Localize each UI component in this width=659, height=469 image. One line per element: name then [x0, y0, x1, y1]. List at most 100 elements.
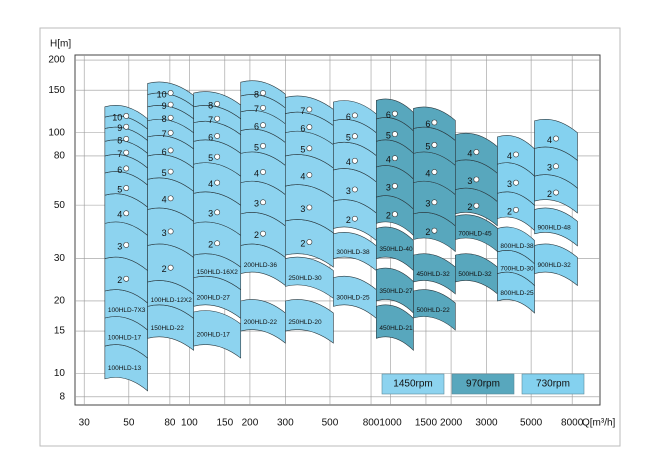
stage-label: 8 [254, 89, 259, 99]
stage-marker [214, 240, 221, 247]
legend-label: 970rpm [466, 379, 500, 390]
model-label: 100HLD-7X3 [108, 307, 146, 314]
stage-marker [351, 157, 358, 164]
model-label: 300HLD-25 [336, 295, 370, 302]
stage-label: 7 [162, 129, 167, 139]
model-label: 300HLD-38 [336, 249, 370, 256]
stage-label: 8 [208, 100, 213, 110]
stage-label: 2 [162, 264, 167, 274]
stage-label: 2 [254, 230, 259, 240]
stage-marker [513, 179, 519, 186]
stage-label: 4 [507, 151, 512, 161]
stage-label: 4 [300, 171, 305, 181]
stage-marker [167, 90, 174, 96]
stage-marker [391, 211, 398, 218]
tile [285, 299, 334, 344]
stage-marker [351, 133, 358, 140]
stage-marker [123, 149, 130, 156]
stage-marker [214, 153, 221, 160]
x-axis-label: Q[m³/h] [582, 418, 616, 429]
model-label: 100HLD-12X2 [151, 297, 193, 304]
stage-label: 6 [346, 112, 351, 122]
stage-marker [167, 264, 174, 271]
stage-marker [553, 163, 559, 170]
stage-label: 5 [162, 168, 167, 178]
stage-label: 3 [386, 182, 391, 192]
stage-label: 5 [425, 141, 430, 151]
model-label: 500HLD-22 [416, 307, 450, 314]
stage-label: 2 [467, 202, 472, 212]
model-label: 200HLD-22 [244, 319, 278, 326]
tile [193, 310, 242, 359]
model-label: 900HLD-48 [538, 224, 572, 231]
stage-marker [123, 136, 130, 142]
tile [240, 299, 286, 344]
stage-marker [431, 169, 438, 175]
tile [534, 243, 578, 287]
model-label: 800HLD-38 [500, 243, 534, 250]
stage-label: 6 [254, 122, 259, 132]
model-label: 350HLD-27 [379, 288, 413, 295]
x-tick-label: 50 [123, 418, 135, 429]
stage-marker [306, 145, 313, 152]
x-tick-label: 8000 [561, 418, 584, 429]
stage-label: 7 [254, 104, 259, 114]
stage-marker [431, 142, 438, 148]
y-tick-label: 20 [54, 296, 66, 307]
x-tick-label: 800 [363, 418, 380, 429]
stage-label: 6 [386, 110, 391, 120]
stage-label: 3 [300, 204, 305, 214]
stage-marker [167, 147, 174, 154]
model-label: 200HLD-17 [197, 332, 231, 339]
stage-marker [431, 119, 438, 126]
legend-label: 1450rpm [393, 379, 432, 390]
stage-marker [167, 168, 174, 175]
model-label: 800HLD-25 [500, 290, 534, 297]
stage-marker [214, 179, 221, 186]
model-label: 150HLD-22 [151, 325, 185, 332]
y-axis-label: H[m] [50, 39, 71, 50]
stage-label: 4 [467, 148, 472, 158]
stage-label: 7 [300, 106, 305, 116]
stage-label: 5 [254, 142, 259, 152]
stage-label: 3 [254, 199, 259, 209]
x-tick-label: 2000 [440, 418, 463, 429]
stage-label: 2 [547, 189, 552, 199]
stage-marker [553, 189, 559, 196]
stage-label: 2 [425, 227, 430, 237]
x-tick-label: 1500 [415, 418, 438, 429]
stage-label: 4 [117, 210, 122, 220]
stage-label: 3 [467, 176, 472, 186]
stage-label: 2 [300, 238, 305, 248]
tile [376, 304, 414, 352]
stage-marker [260, 230, 266, 237]
stage-marker [123, 275, 130, 282]
stage-marker [123, 242, 130, 248]
y-tick-label: 200 [48, 55, 65, 66]
stage-label: 2 [386, 211, 391, 221]
stage-marker [123, 123, 130, 130]
stage-marker [260, 143, 266, 149]
x-tick-label: 1000 [379, 418, 402, 429]
stage-marker [260, 90, 266, 96]
x-tick-label: 80 [164, 418, 176, 429]
stage-marker [391, 110, 398, 117]
stage-label: 3 [162, 228, 167, 238]
stage-label: 5 [208, 153, 213, 163]
stage-marker [214, 209, 221, 216]
x-tick-label: 30 [79, 418, 91, 429]
tile [534, 207, 578, 247]
model-label: 150HLD-16X2 [197, 269, 239, 276]
model-label: 450HLD-21 [379, 325, 413, 332]
stage-label: 4 [162, 195, 167, 205]
stage-marker [123, 165, 130, 172]
stage-marker [167, 129, 174, 136]
stage-marker [306, 204, 313, 211]
model-label: 200HLD-36 [244, 262, 278, 269]
stage-label: 4 [346, 157, 351, 167]
x-tick-label: 500 [322, 418, 339, 429]
stage-label: 9 [162, 101, 167, 111]
stage-marker [473, 149, 480, 155]
